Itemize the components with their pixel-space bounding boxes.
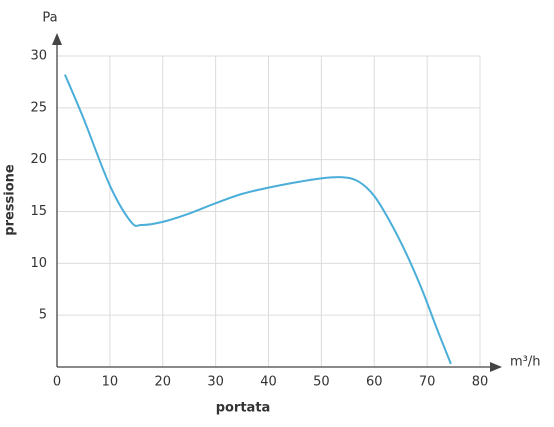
x-tick-label: 0 <box>53 375 61 390</box>
x-tick-label: 80 <box>472 375 489 390</box>
y-tick-label: 5 <box>39 308 47 323</box>
y-axis-title: pressione <box>3 164 18 236</box>
y-unit: Pa <box>42 11 57 26</box>
y-tick-label: 25 <box>30 100 47 115</box>
x-tick-label: 20 <box>154 375 171 390</box>
x-tick-label: 70 <box>419 375 436 390</box>
x-tick-label: 10 <box>102 375 119 390</box>
x-tick-label: 40 <box>260 375 277 390</box>
x-tick-label: 60 <box>366 375 383 390</box>
y-axis-arrow <box>52 33 62 45</box>
x-axis-title: portata <box>216 401 271 416</box>
curve <box>64 74 452 365</box>
x-unit: m³/h <box>510 355 541 370</box>
y-tick-label: 15 <box>30 204 47 219</box>
x-tick-label: 30 <box>207 375 224 390</box>
x-axis-arrow <box>490 362 502 372</box>
y-tick-label: 20 <box>30 152 47 167</box>
x-tick-label: 50 <box>313 375 330 390</box>
y-tick-label: 10 <box>30 256 47 271</box>
y-tick-label: 30 <box>30 49 47 64</box>
